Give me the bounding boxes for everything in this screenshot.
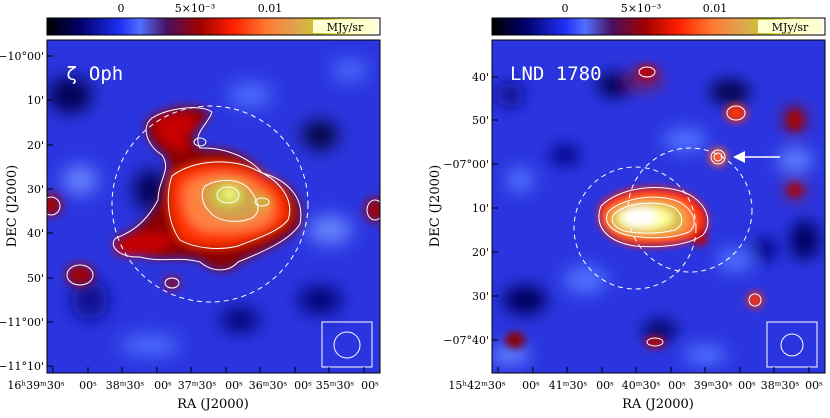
right-panel: MJy/sr 0 5×10⁻³ 0.01 bbox=[415, 0, 830, 414]
ytick: 50' bbox=[27, 272, 44, 285]
colorbar-unit-bg bbox=[758, 20, 822, 33]
xtick: 40ᵐ30ˢ bbox=[622, 379, 661, 392]
right-emission-map: LND 1780 bbox=[492, 40, 825, 373]
colorbar-tick-1: 5×10⁻³ bbox=[175, 2, 215, 15]
colorbar-unit: MJy/sr bbox=[327, 21, 364, 34]
colorbar-tick-2: 0.01 bbox=[703, 2, 728, 15]
colorbar-tick-0: 0 bbox=[562, 2, 569, 15]
left-x-ticklabels: 16ʰ39ᵐ30ˢ 00ˢ 38ᵐ30ˢ 00ˢ 37ᵐ30ˢ 00ˢ 36ᵐ3… bbox=[7, 379, 379, 392]
ytick: 30' bbox=[472, 290, 489, 303]
ytick: 50' bbox=[472, 114, 489, 127]
left-panel: MJy/sr 0 5×10⁻³ 0.01 bbox=[0, 0, 415, 414]
xtick: 00ˢ bbox=[596, 379, 614, 392]
right-contours bbox=[598, 66, 762, 347]
right-y-ticklabels: 40' 50' −07°00' 10' 20' 30' −07°40' bbox=[443, 71, 489, 347]
right-y-axis-label: DEC (J2000) bbox=[428, 165, 443, 247]
right-map-figure: MJy/sr 0 5×10⁻³ 0.01 bbox=[428, 2, 826, 412]
xtick: 00ˢ bbox=[154, 379, 172, 392]
left-y-axis-label: DEC (J2000) bbox=[5, 165, 20, 247]
right-aperture-circles bbox=[573, 147, 753, 290]
xtick: 38ᵐ30ˢ bbox=[761, 379, 800, 392]
xtick: 00ˢ bbox=[522, 379, 540, 392]
xtick: 00ˢ bbox=[738, 379, 756, 392]
xtick: 00ˢ bbox=[361, 379, 379, 392]
left-emission-map: ζ Oph bbox=[47, 40, 380, 373]
ytick: 10' bbox=[472, 202, 489, 215]
ytick: 40' bbox=[27, 227, 44, 240]
colorbar-tick-0: 0 bbox=[118, 2, 125, 15]
ytick: 20' bbox=[27, 139, 44, 152]
right-panel-title: LND 1780 bbox=[510, 63, 602, 85]
xtick: 37ᵐ30ˢ bbox=[178, 379, 217, 392]
xtick: 36ᵐ30ˢ bbox=[249, 379, 288, 392]
xtick: 35ᵐ30ˢ bbox=[316, 379, 355, 392]
xtick: 39ᵐ30ˢ bbox=[694, 379, 733, 392]
left-panel-title: ζ Oph bbox=[66, 63, 123, 85]
right-beam-box bbox=[766, 321, 818, 368]
left-x-axis-label: RA (J2000) bbox=[177, 397, 249, 412]
ytick: −07°40' bbox=[443, 334, 489, 347]
left-y-ticklabels: −10°00' 10' 20' 30' 40' 50' −11°00' −11°… bbox=[0, 50, 44, 373]
right-x-ticklabels: 15ʰ42ᵐ30ˢ 00ˢ 41ᵐ30ˢ 00ˢ 40ᵐ30ˢ 00ˢ 39ᵐ3… bbox=[448, 379, 823, 392]
xtick: 00ˢ bbox=[805, 379, 823, 392]
xtick: 00ˢ bbox=[294, 379, 312, 392]
arrow-icon bbox=[733, 151, 780, 163]
left-beam-box bbox=[321, 321, 373, 368]
ytick: −11°10' bbox=[0, 360, 44, 373]
ytick: 40' bbox=[472, 71, 489, 84]
xtick: 16ʰ39ᵐ30ˢ bbox=[7, 379, 64, 392]
ytick: −10°00' bbox=[0, 50, 44, 63]
ytick: 20' bbox=[472, 246, 489, 259]
left-axis-ticks bbox=[47, 55, 365, 373]
xtick: 15ʰ42ᵐ30ˢ bbox=[448, 379, 505, 392]
right-axis-ticks bbox=[492, 76, 810, 373]
ytick: −11°00' bbox=[0, 316, 44, 329]
left-map-figure: MJy/sr 0 5×10⁻³ 0.01 bbox=[0, 2, 381, 412]
xtick: 00ˢ bbox=[668, 379, 686, 392]
ytick: 10' bbox=[27, 94, 44, 107]
ytick: 30' bbox=[27, 183, 44, 196]
xtick: 38ᵐ30ˢ bbox=[106, 379, 145, 392]
colorbar-gradient bbox=[491, 17, 826, 36]
right-x-axis-label: RA (J2000) bbox=[622, 397, 694, 412]
colorbar-tick-2: 0.01 bbox=[258, 2, 283, 15]
left-colorbar: MJy/sr 0 5×10⁻³ 0.01 bbox=[46, 2, 381, 36]
colorbar-unit: MJy/sr bbox=[772, 21, 809, 34]
xtick: 00ˢ bbox=[225, 379, 243, 392]
right-colorbar: MJy/sr 0 5×10⁻³ 0.01 bbox=[491, 2, 826, 36]
colorbar-unit-bg bbox=[313, 20, 377, 33]
colorbar-gradient bbox=[46, 17, 381, 36]
left-aperture-circle bbox=[111, 105, 309, 303]
left-contours bbox=[47, 107, 380, 289]
xtick: 41ᵐ30ˢ bbox=[549, 379, 588, 392]
xtick: 00ˢ bbox=[79, 379, 97, 392]
colorbar-tick-1: 5×10⁻³ bbox=[621, 2, 661, 15]
ytick: −07°00' bbox=[443, 158, 489, 171]
